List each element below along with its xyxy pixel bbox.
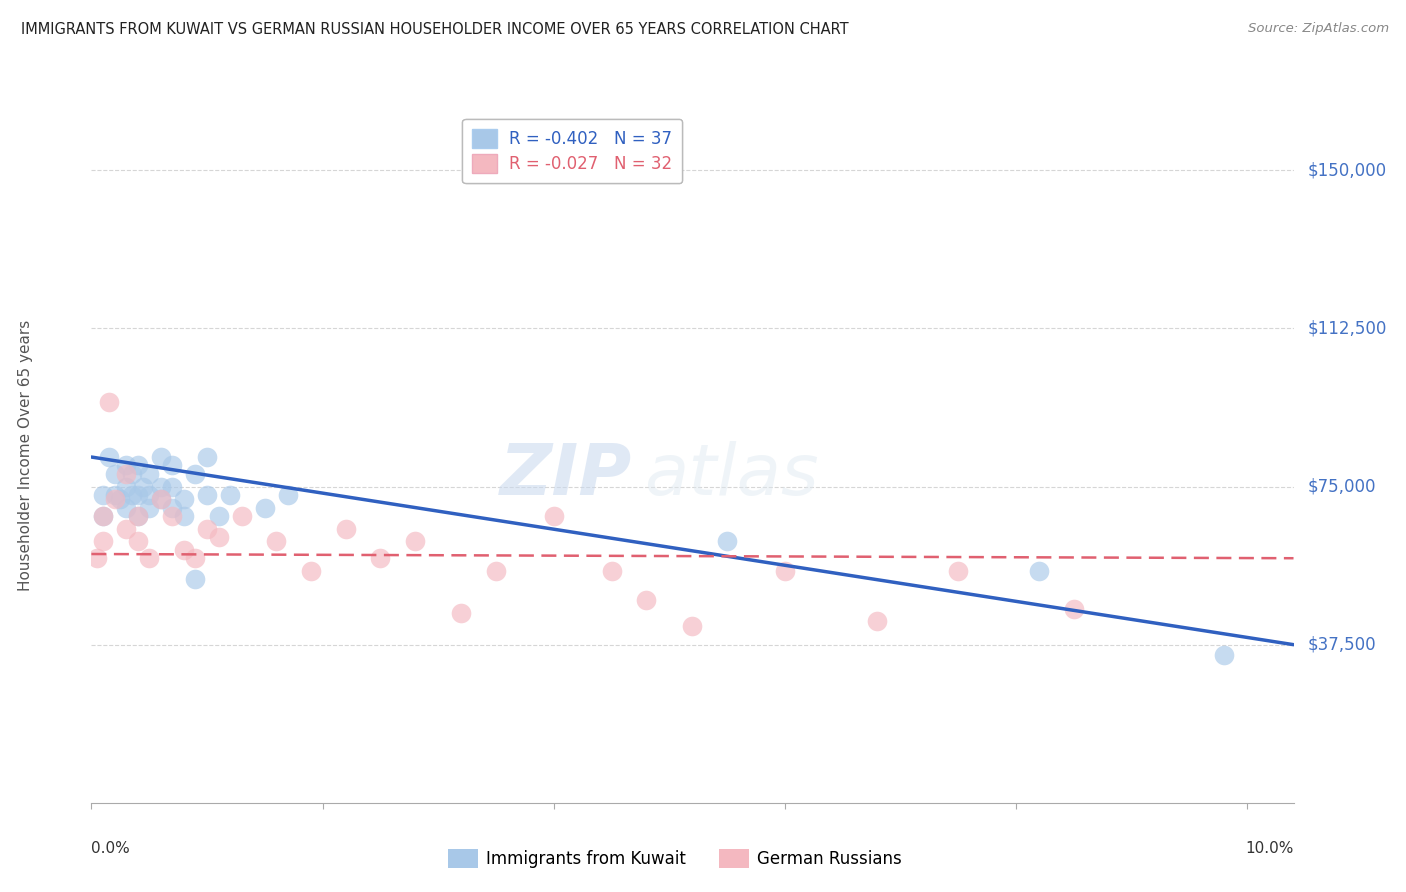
Point bbox=[1028, 564, 1050, 578]
Point bbox=[103, 492, 125, 507]
Point bbox=[91, 488, 114, 502]
Point bbox=[132, 479, 155, 493]
Point bbox=[231, 509, 253, 524]
Point bbox=[277, 488, 299, 502]
Point bbox=[97, 450, 120, 464]
Text: $112,500: $112,500 bbox=[1308, 319, 1388, 337]
Point bbox=[149, 450, 172, 464]
Text: IMMIGRANTS FROM KUWAIT VS GERMAN RUSSIAN HOUSEHOLDER INCOME OVER 65 YEARS CORREL: IMMIGRANTS FROM KUWAIT VS GERMAN RUSSIAN… bbox=[21, 22, 849, 37]
Text: atlas: atlas bbox=[644, 442, 818, 510]
Point bbox=[773, 564, 796, 578]
Point bbox=[207, 509, 229, 524]
Point bbox=[195, 522, 218, 536]
Point bbox=[253, 500, 276, 515]
Point bbox=[681, 618, 703, 632]
Point bbox=[404, 534, 426, 549]
Point bbox=[1063, 602, 1085, 616]
Point bbox=[121, 467, 143, 481]
Point bbox=[127, 509, 149, 524]
Point bbox=[173, 509, 195, 524]
Point bbox=[91, 509, 114, 524]
Point bbox=[127, 534, 149, 549]
Point bbox=[219, 488, 242, 502]
Point bbox=[86, 551, 108, 566]
Legend: R = -0.402   N = 37, R = -0.027   N = 32: R = -0.402 N = 37, R = -0.027 N = 32 bbox=[463, 119, 682, 183]
Point bbox=[115, 458, 138, 473]
Point bbox=[162, 458, 184, 473]
Point bbox=[91, 509, 114, 524]
Text: 10.0%: 10.0% bbox=[1246, 841, 1294, 856]
Point bbox=[184, 572, 207, 586]
Point bbox=[91, 534, 114, 549]
Point bbox=[149, 492, 172, 507]
Point bbox=[266, 534, 288, 549]
Point bbox=[184, 467, 207, 481]
Point bbox=[115, 479, 138, 493]
Point bbox=[485, 564, 508, 578]
Point bbox=[162, 500, 184, 515]
Point bbox=[162, 509, 184, 524]
Point bbox=[115, 500, 138, 515]
Point bbox=[138, 488, 160, 502]
Point bbox=[450, 606, 472, 620]
Point bbox=[207, 530, 229, 544]
Text: Source: ZipAtlas.com: Source: ZipAtlas.com bbox=[1249, 22, 1389, 36]
Point bbox=[195, 488, 218, 502]
Point bbox=[195, 450, 218, 464]
Point bbox=[948, 564, 970, 578]
Point bbox=[138, 467, 160, 481]
Text: 0.0%: 0.0% bbox=[91, 841, 131, 856]
Point bbox=[173, 542, 195, 557]
Point bbox=[335, 522, 357, 536]
Point bbox=[600, 564, 623, 578]
Legend: Immigrants from Kuwait, German Russians: Immigrants from Kuwait, German Russians bbox=[441, 842, 908, 875]
Point bbox=[636, 593, 658, 607]
Point bbox=[162, 479, 184, 493]
Point bbox=[138, 551, 160, 566]
Point bbox=[149, 479, 172, 493]
Point bbox=[1213, 648, 1236, 663]
Point bbox=[110, 492, 132, 507]
Text: ZIP: ZIP bbox=[501, 442, 633, 510]
Point bbox=[716, 534, 738, 549]
Point bbox=[866, 615, 889, 629]
Text: $75,000: $75,000 bbox=[1308, 477, 1376, 496]
Point bbox=[543, 509, 565, 524]
Point bbox=[103, 488, 125, 502]
Point bbox=[370, 551, 392, 566]
Point bbox=[127, 488, 149, 502]
Point bbox=[173, 492, 195, 507]
Point bbox=[121, 488, 143, 502]
Point bbox=[103, 467, 125, 481]
Point bbox=[115, 522, 138, 536]
Point bbox=[127, 458, 149, 473]
Point bbox=[149, 492, 172, 507]
Point bbox=[115, 467, 138, 481]
Text: $37,500: $37,500 bbox=[1308, 636, 1376, 654]
Point bbox=[184, 551, 207, 566]
Text: Householder Income Over 65 years: Householder Income Over 65 years bbox=[18, 319, 32, 591]
Point bbox=[138, 500, 160, 515]
Point bbox=[299, 564, 322, 578]
Point bbox=[127, 509, 149, 524]
Point bbox=[97, 395, 120, 409]
Text: $150,000: $150,000 bbox=[1308, 161, 1386, 179]
